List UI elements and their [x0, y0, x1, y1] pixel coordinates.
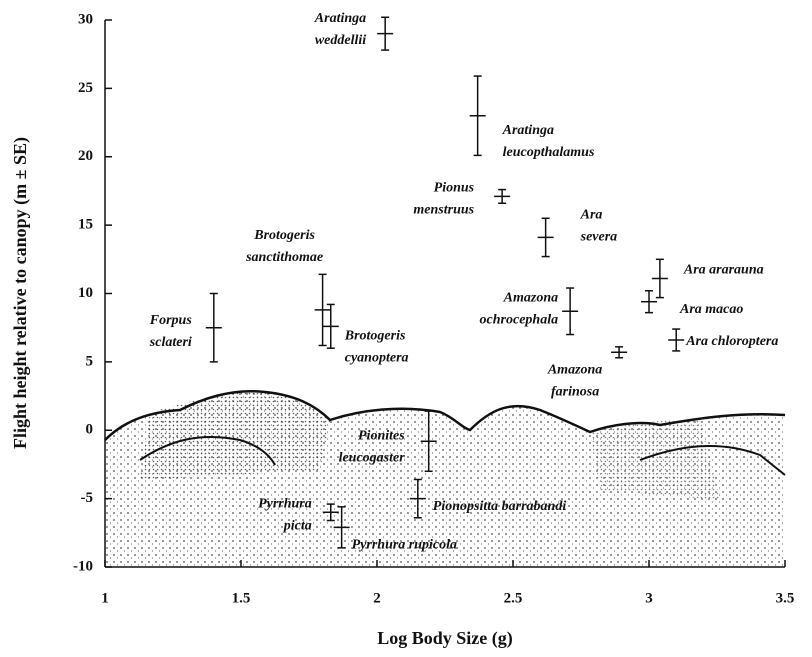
- species-label: Ara macao: [679, 302, 743, 317]
- species-label: Ara chloroptera: [685, 334, 778, 349]
- y-tick-label: 15: [78, 217, 93, 233]
- species-label: sclateri: [149, 335, 192, 350]
- species-label: Brotogeris: [253, 228, 315, 243]
- species-label: Pionus: [434, 181, 475, 196]
- species-label: sanctithomae: [245, 250, 323, 265]
- x-tick-label: 1: [101, 590, 109, 606]
- x-tick-label: 3: [645, 590, 653, 606]
- y-tick-label: -10: [73, 558, 93, 574]
- species-label: cyanoptera: [345, 351, 409, 366]
- y-tick-label: 20: [78, 148, 93, 164]
- species-label: picta: [283, 519, 312, 534]
- species-label: ochrocephala: [480, 312, 559, 327]
- x-tick-label: 3.5: [776, 590, 795, 606]
- y-tick-label: 30: [78, 11, 93, 27]
- x-tick-label: 1.5: [232, 590, 251, 606]
- y-tick-label: 5: [86, 353, 94, 369]
- x-tick-label: 2.5: [504, 590, 523, 606]
- canopy-shading: [104, 390, 786, 567]
- species-label: Amazona: [503, 290, 558, 305]
- y-axis-title: Flight height relative to canopy (m ± SE…: [10, 137, 31, 449]
- species-label: Forpus: [149, 313, 193, 328]
- species-label: Aratinga: [502, 123, 554, 138]
- species-label: Brotogeris: [344, 329, 406, 344]
- y-tick-label: 10: [78, 285, 93, 301]
- species-label: farinosa: [551, 385, 599, 400]
- x-tick-label: 2: [373, 590, 381, 606]
- y-tick-label: 0: [86, 422, 94, 438]
- species-label: Pyrrhura: [258, 497, 312, 512]
- species-label: severa: [580, 230, 618, 245]
- species-label: Ara ararauna: [683, 263, 764, 278]
- species-label: Amazona: [547, 363, 602, 378]
- species-label: weddellii: [315, 33, 366, 48]
- species-label: Pyrrhura rupicola: [352, 538, 457, 553]
- y-tick-label: -5: [81, 490, 94, 506]
- species-label: Pionites: [358, 428, 405, 443]
- species-label: Aratinga: [314, 11, 366, 26]
- species-label: leucogaster: [339, 450, 406, 465]
- y-tick-label: 25: [78, 80, 93, 96]
- species-label: leucopthalamus: [503, 145, 595, 160]
- species-label: Ara: [580, 208, 603, 223]
- x-axis-title: Log Body Size (g): [377, 628, 513, 649]
- species-label: Pionopsitta barrabandi: [433, 499, 567, 514]
- species-label: menstruus: [413, 203, 474, 218]
